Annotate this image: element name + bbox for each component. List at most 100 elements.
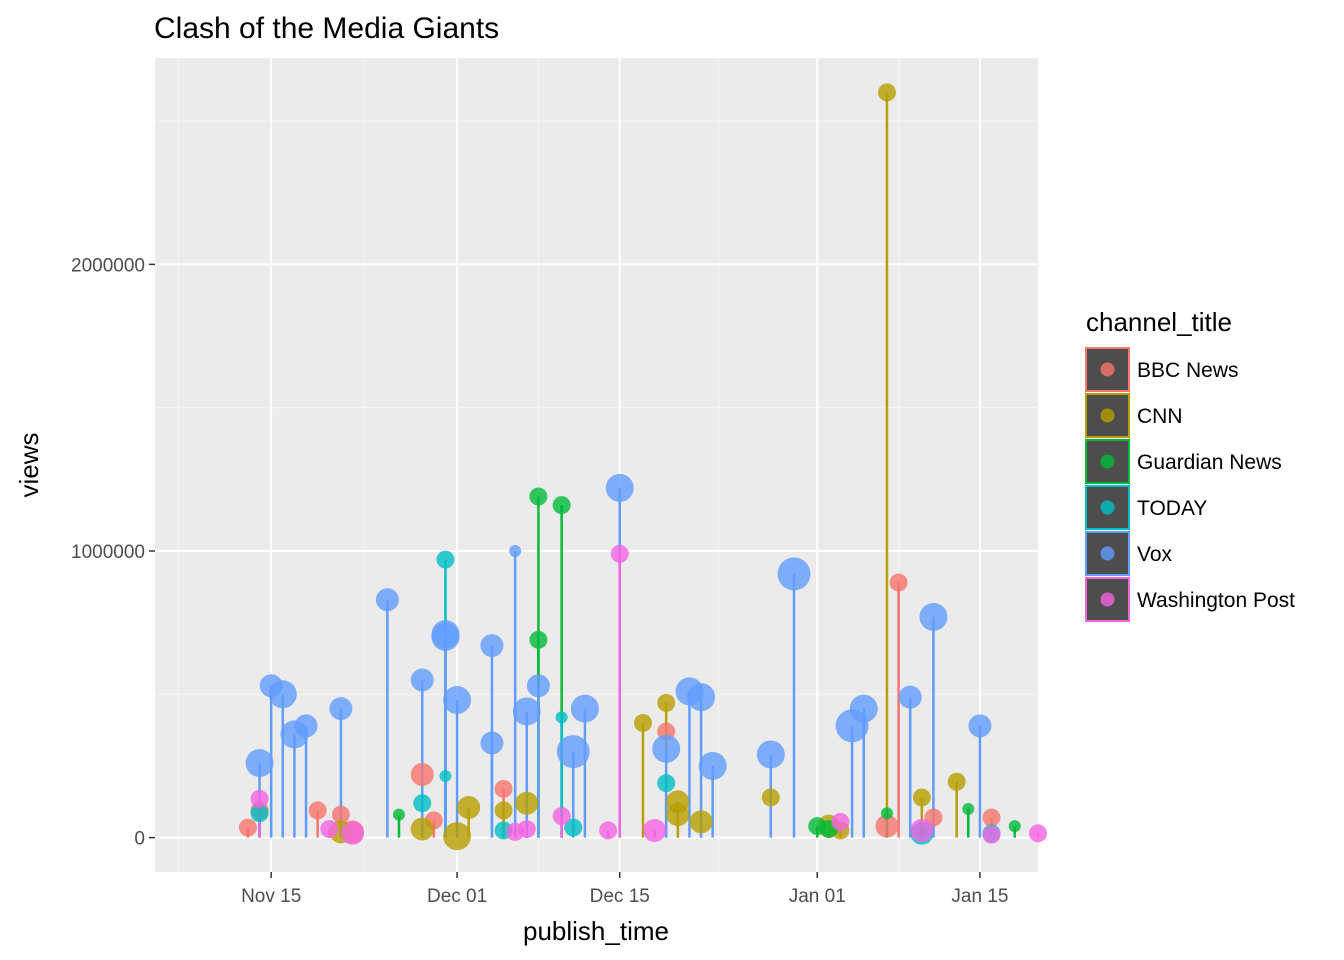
- legend-key-dot: [1100, 454, 1115, 469]
- x-tick-label: Jan 01: [789, 886, 846, 907]
- legend-key-dot: [1100, 408, 1115, 423]
- data-point: [698, 751, 727, 780]
- data-point: [687, 683, 716, 712]
- data-point: [777, 557, 811, 591]
- data-point: [250, 789, 269, 808]
- data-point: [329, 697, 353, 721]
- data-point: [657, 693, 676, 712]
- legend-key-dot: [1100, 546, 1115, 561]
- data-point: [947, 772, 966, 791]
- data-point: [555, 711, 568, 724]
- data-point: [375, 588, 399, 612]
- data-point: [494, 779, 513, 798]
- data-point: [643, 818, 667, 842]
- data-point: [875, 814, 899, 838]
- data-point: [443, 822, 472, 851]
- data-point: [666, 790, 690, 814]
- chart-title: Clash of the Media Giants: [154, 12, 499, 45]
- legend-key-dot: [1100, 362, 1115, 377]
- data-point: [849, 694, 878, 723]
- data-point: [238, 818, 257, 837]
- y-tick-label: 1000000: [71, 542, 145, 563]
- data-point: [570, 694, 599, 723]
- data-point: [982, 808, 1001, 827]
- data-point: [962, 802, 975, 815]
- data-point: [268, 680, 297, 709]
- data-point: [982, 825, 1001, 844]
- data-point: [341, 821, 365, 845]
- legend-label: CNN: [1137, 405, 1183, 428]
- data-point: [294, 714, 318, 738]
- data-point: [552, 496, 571, 515]
- data-point: [564, 818, 583, 837]
- y-axis-title: views: [14, 432, 44, 497]
- data-point: [410, 668, 434, 692]
- data-point: [919, 602, 948, 631]
- legend-label: Washington Post: [1137, 589, 1295, 612]
- data-point: [439, 769, 452, 782]
- data-point: [392, 808, 405, 821]
- data-point: [605, 473, 634, 502]
- data-point: [756, 740, 785, 769]
- data-point: [512, 697, 541, 726]
- data-point: [480, 634, 504, 658]
- data-point: [494, 801, 513, 820]
- data-point: [831, 812, 850, 831]
- data-point: [880, 807, 893, 820]
- y-tick-label: 2000000: [71, 255, 145, 276]
- data-point: [436, 550, 455, 569]
- x-tick-label: Dec 01: [427, 886, 487, 907]
- data-point: [877, 83, 896, 102]
- grid-minor: [155, 58, 1038, 872]
- legend-key: [1085, 577, 1130, 622]
- legend-label: BBC News: [1137, 359, 1239, 382]
- data-marks: [238, 83, 1047, 851]
- data-point: [1008, 820, 1021, 833]
- data-point: [431, 622, 460, 651]
- data-point: [599, 821, 618, 840]
- x-tick-label: Nov 15: [241, 886, 301, 907]
- legend-label: Vox: [1137, 543, 1173, 566]
- data-point: [898, 685, 922, 709]
- data-point: [889, 573, 908, 592]
- data-point: [552, 807, 571, 826]
- y-tick-label: 0: [134, 829, 145, 850]
- data-point: [320, 820, 339, 839]
- data-point: [526, 674, 550, 698]
- data-point: [652, 734, 681, 763]
- data-point: [633, 713, 652, 732]
- data-point: [457, 796, 481, 820]
- data-point: [761, 788, 780, 807]
- data-point: [413, 794, 432, 813]
- y-axis: 0 1000000 2000000: [71, 255, 155, 850]
- x-tick-label: Dec 15: [590, 886, 650, 907]
- data-point: [912, 788, 931, 807]
- data-point: [509, 544, 522, 557]
- legend-key-dot: [1100, 500, 1115, 515]
- data-point: [443, 686, 472, 715]
- data-point: [480, 731, 504, 755]
- legend-key-dot: [1100, 592, 1115, 607]
- plot-panel: [155, 58, 1038, 872]
- data-point: [1029, 824, 1047, 843]
- data-point: [245, 749, 274, 778]
- x-tick-label: Jan 15: [951, 886, 1008, 907]
- legend-label: TODAY: [1137, 497, 1207, 520]
- legend-title: channel_title: [1086, 307, 1232, 337]
- data-point: [657, 774, 676, 793]
- data-point: [529, 630, 548, 649]
- x-axis: Nov 15 Dec 01 Dec 15 Jan 01 Jan 15: [241, 872, 1008, 907]
- data-point: [556, 735, 590, 769]
- data-point: [331, 805, 350, 824]
- data-point: [689, 810, 713, 834]
- data-point: [308, 801, 327, 820]
- data-point: [610, 544, 629, 563]
- data-point: [529, 487, 548, 506]
- data-point: [250, 804, 269, 823]
- data-point: [968, 714, 992, 738]
- data-point: [517, 820, 536, 839]
- data-point: [910, 818, 934, 842]
- x-axis-title: publish_time: [523, 916, 669, 946]
- legend: BBC News CNN Guardian News TODAY Vox Washingt…: [1085, 347, 1295, 622]
